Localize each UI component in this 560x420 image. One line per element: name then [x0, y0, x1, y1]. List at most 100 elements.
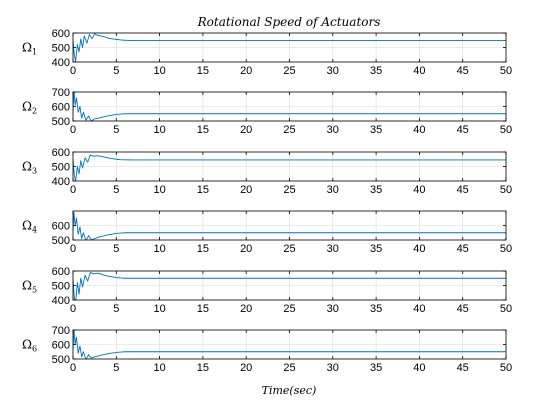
- x-tick-label: 15: [197, 243, 209, 255]
- subplot-1: 0 5 10 15 20 25 30 35 40 45 50 400 500 600 Ω1: [22, 28, 512, 77]
- y-axis-label-subscript: 2: [32, 107, 37, 116]
- x-tick-label: 15: [197, 124, 209, 136]
- x-tick-label: 5: [113, 124, 119, 136]
- x-tick-label: 20: [240, 362, 252, 374]
- x-tick-label: 30: [327, 65, 339, 77]
- x-tick-label: 50: [500, 124, 512, 136]
- y-axis-label-subscript: 3: [32, 167, 37, 176]
- x-tick-label: 35: [370, 124, 382, 136]
- x-tick-label: 40: [413, 65, 425, 77]
- y-axis-label-6: Ω6: [22, 338, 37, 354]
- y-axis-label-3: Ω3: [22, 160, 37, 176]
- x-tick-label: 0: [70, 65, 76, 77]
- y-axis-label-symbol: Ω: [22, 100, 32, 114]
- y-axis-label-subscript: 5: [32, 286, 37, 295]
- y-tick-label: 500: [52, 162, 70, 174]
- x-tick-label: 35: [370, 184, 382, 196]
- x-tick-label: 50: [500, 362, 512, 374]
- subplot-2: 0 5 10 15 20 25 30 35 40 45 50 500 600 700 Ω2: [22, 87, 512, 136]
- x-tick-label: 25: [283, 303, 295, 315]
- y-axis-label-2: Ω2: [22, 100, 37, 116]
- x-tick-label: 5: [113, 243, 119, 255]
- x-tick-label: 45: [457, 65, 469, 77]
- y-axis-label-subscript: 6: [32, 345, 37, 354]
- x-tick-label: 15: [197, 184, 209, 196]
- x-tick-label: 45: [457, 303, 469, 315]
- x-tick-label: 30: [327, 243, 339, 255]
- y-tick-label: 500: [52, 235, 70, 247]
- x-tick-label: 5: [113, 303, 119, 315]
- y-axis-label-subscript: 4: [32, 226, 37, 235]
- y-tick-label: 500: [52, 281, 70, 293]
- x-tick-label: 20: [240, 243, 252, 255]
- x-tick-label: 0: [70, 362, 76, 374]
- series-line-1: [73, 33, 506, 62]
- x-tick-label: 30: [327, 303, 339, 315]
- y-tick-label: 500: [52, 116, 70, 128]
- x-tick-label: 10: [153, 303, 165, 315]
- x-tick-label: 45: [457, 243, 469, 255]
- x-tick-label: 35: [370, 65, 382, 77]
- x-tick-label: 50: [500, 303, 512, 315]
- x-tick-label: 35: [370, 243, 382, 255]
- y-tick-label: 600: [52, 102, 70, 114]
- x-tick-label: 25: [283, 184, 295, 196]
- y-tick-label: 600: [52, 28, 70, 40]
- series-line-4: [73, 211, 506, 240]
- x-tick-label: 50: [500, 243, 512, 255]
- y-tick-label: 600: [52, 147, 70, 159]
- x-tick-label: 35: [370, 303, 382, 315]
- x-tick-label: 45: [457, 362, 469, 374]
- x-tick-label: 0: [70, 184, 76, 196]
- series-line-2: [73, 92, 506, 121]
- x-tick-label: 20: [240, 65, 252, 77]
- x-axis-label: Time(sec): [262, 384, 317, 397]
- subplot-4: 0 5 10 15 20 25 30 35 40 45 50 500 600 Ω4: [22, 210, 512, 255]
- y-tick-label: 700: [52, 87, 70, 99]
- x-tick-label: 25: [283, 124, 295, 136]
- y-tick-label: 600: [52, 266, 70, 278]
- y-axis-label-4: Ω4: [22, 219, 37, 235]
- series-line-6: [73, 330, 506, 359]
- y-axis-label-subscript: 1: [32, 48, 37, 57]
- x-tick-label: 20: [240, 124, 252, 136]
- x-tick-label: 40: [413, 243, 425, 255]
- x-tick-label: 0: [70, 243, 76, 255]
- x-tick-label: 35: [370, 362, 382, 374]
- x-tick-label: 20: [240, 184, 252, 196]
- chart-title: Rotational Speed of Actuators: [197, 15, 381, 29]
- x-tick-label: 25: [283, 65, 295, 77]
- y-tick-label: 400: [52, 176, 70, 188]
- x-tick-label: 5: [113, 362, 119, 374]
- x-tick-label: 40: [413, 184, 425, 196]
- x-tick-label: 15: [197, 303, 209, 315]
- x-tick-label: 45: [457, 184, 469, 196]
- y-axis-label-5: Ω5: [22, 279, 37, 295]
- y-tick-label: 600: [52, 340, 70, 352]
- y-axis-label-symbol: Ω: [22, 160, 32, 174]
- y-tick-label: 400: [52, 57, 70, 69]
- x-tick-label: 45: [457, 124, 469, 136]
- x-tick-label: 10: [153, 362, 165, 374]
- x-tick-label: 50: [500, 184, 512, 196]
- y-tick-label: 400: [52, 295, 70, 307]
- y-tick-label: 500: [52, 43, 70, 55]
- y-axis-label-symbol: Ω: [22, 338, 32, 352]
- x-tick-label: 10: [153, 65, 165, 77]
- x-tick-label: 40: [413, 124, 425, 136]
- x-tick-label: 25: [283, 362, 295, 374]
- y-axis-label-symbol: Ω: [22, 41, 32, 55]
- y-tick-label: 600: [52, 221, 70, 233]
- x-tick-label: 10: [153, 243, 165, 255]
- x-tick-label: 10: [153, 184, 165, 196]
- y-axis-label-symbol: Ω: [22, 219, 32, 233]
- x-tick-label: 0: [70, 124, 76, 136]
- y-axis-label-symbol: Ω: [22, 279, 32, 293]
- x-tick-label: 15: [197, 65, 209, 77]
- x-tick-label: 25: [283, 243, 295, 255]
- series-line-3: [73, 154, 506, 181]
- x-tick-label: 20: [240, 303, 252, 315]
- x-tick-label: 0: [70, 303, 76, 315]
